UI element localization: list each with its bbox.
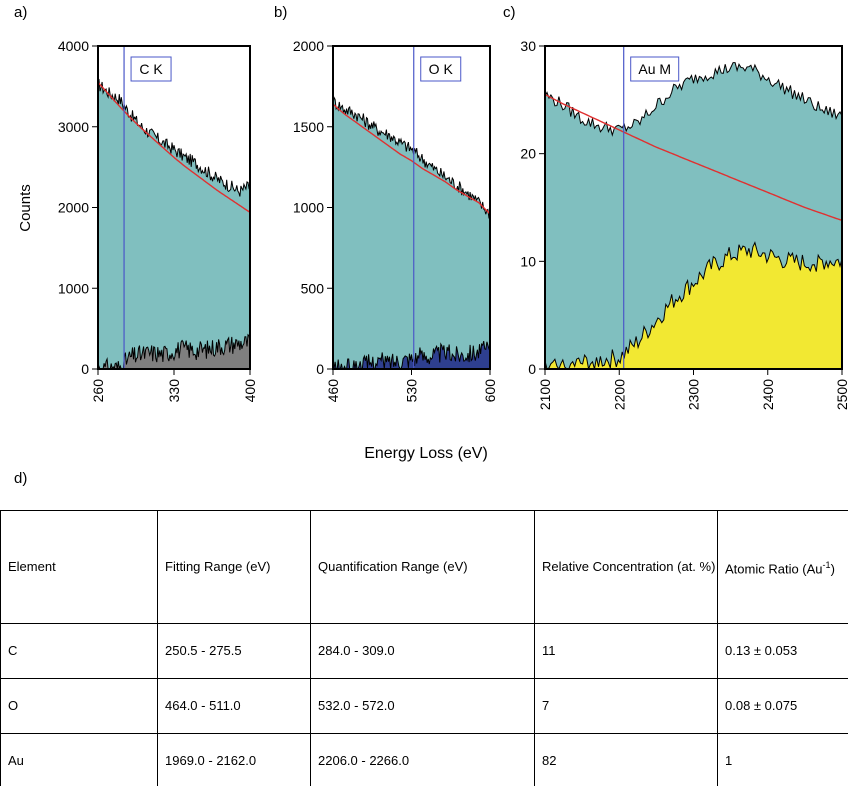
x-tick-label: 2400 (760, 379, 776, 410)
y-tick-label: 0 (81, 361, 89, 377)
fitting-range-cell: 1969.0 - 2162.0 (157, 733, 311, 786)
header-superscript: -1 (822, 559, 831, 570)
header-text: Atomic Ratio (Au (725, 561, 823, 577)
fitting-range-cell: 250.5 - 275.5 (157, 623, 311, 679)
x-tick-label: 530 (404, 379, 420, 403)
quantification-table-container: Element Fitting Range (eV) Quantificatio… (0, 510, 848, 786)
plot-area (98, 46, 250, 369)
y-tick-label: 3000 (58, 119, 89, 135)
x-tick-label: 2200 (611, 379, 627, 410)
panel-letter-d: d) (14, 470, 28, 487)
edge-label-box (420, 56, 462, 82)
chart-panel-b: O K 0 500 1000 1500 2000 460 530 600 (293, 38, 498, 402)
atomic-ratio-cell: 0.08 ± 0.075 (717, 678, 848, 734)
table-row: C 250.5 - 275.5 284.0 - 309.0 11 0.13 ± … (0, 623, 848, 679)
chart-panel-c: Au M 0 10 20 30 2100 2200 2300 2400 2500 (520, 38, 848, 410)
x-tick-label: 260 (90, 379, 106, 403)
quantification-range-cell: 2206.0 - 2266.0 (310, 733, 535, 786)
panel-letter-c: c) (503, 4, 516, 21)
measured-area (333, 97, 490, 369)
chart-panel-a: C K 0 1000 2000 3000 4000 260 330 400 (58, 38, 258, 402)
background_fit-line (333, 103, 490, 215)
edge-label-box (130, 56, 172, 82)
y-tick-label: 1000 (293, 200, 324, 216)
fitting-range-cell: 464.0 - 511.0 (157, 678, 311, 734)
edge_signal-line (333, 340, 490, 369)
y-tick-label: 0 (316, 361, 324, 377)
plot-area (545, 46, 842, 369)
quantification-table: Element Fitting Range (eV) Quantificatio… (0, 510, 848, 786)
y-tick-label: 1000 (58, 280, 89, 296)
measured-line (98, 78, 250, 197)
edge-label: O K (429, 61, 454, 77)
table-header-row: Element Fitting Range (eV) Quantificatio… (0, 510, 848, 624)
y-tick-label: 2000 (293, 38, 324, 54)
y-tick-label: 20 (520, 146, 536, 162)
table-row: Au 1969.0 - 2162.0 2206.0 - 2266.0 82 1 (0, 733, 848, 786)
element-cell: Au (0, 733, 158, 786)
concentration-cell: 82 (534, 733, 718, 786)
y-tick-label: 2000 (58, 200, 89, 216)
panel-letter-a: a) (14, 4, 28, 21)
header-cell: Element (0, 510, 158, 624)
header-cell: Fitting Range (eV) (157, 510, 311, 624)
x-tick-label: 460 (325, 379, 341, 403)
x-tick-label: 330 (166, 379, 182, 403)
edge-label: C K (139, 61, 163, 77)
x-tick-label: 2300 (686, 379, 702, 410)
atomic-ratio-cell: 0.13 ± 0.053 (717, 623, 848, 679)
atomic-ratio-cell: 1 (717, 733, 848, 786)
header-cell: Relative Concentration (at. %) (534, 510, 718, 624)
y-tick-label: 1500 (293, 119, 324, 135)
y-tick-label: 30 (520, 38, 536, 54)
x-tick-label: 2500 (834, 379, 848, 410)
element-cell: O (0, 678, 158, 734)
y-tick-label: 10 (520, 253, 536, 269)
edge_signal-line (98, 333, 250, 369)
x-tick-label: 600 (482, 379, 498, 403)
y-axis-label: Counts (17, 184, 34, 232)
panel-letter-b: b) (274, 4, 288, 21)
x-tick-label: 400 (242, 379, 258, 403)
edge_signal-area (545, 242, 842, 369)
concentration-cell: 7 (534, 678, 718, 734)
header-cell: Atomic Ratio (Au-1) (717, 510, 848, 624)
background_fit-line (98, 81, 250, 213)
background_fit-line (545, 93, 842, 222)
y-tick-label: 500 (301, 280, 325, 296)
measured-area (98, 78, 250, 369)
concentration-cell: 11 (534, 623, 718, 679)
header-cell: Quantification Range (eV) (310, 510, 535, 624)
edge-label: Au M (638, 61, 671, 77)
quantification-range-cell: 284.0 - 309.0 (310, 623, 535, 679)
edge_signal-line (545, 241, 842, 369)
header-text-end: ) (830, 561, 835, 577)
y-tick-label: 0 (528, 361, 536, 377)
edge-label-box (630, 56, 680, 82)
table-row: O 464.0 - 511.0 532.0 - 572.0 7 0.08 ± 0… (0, 678, 848, 734)
quantification-range-cell: 532.0 - 572.0 (310, 678, 535, 734)
x-tick-label: 2100 (537, 379, 553, 410)
plot-area (333, 46, 490, 369)
y-tick-label: 4000 (58, 38, 89, 54)
eels-spectra-figure: Counts Energy Loss (eV) C K0100020003000… (17, 38, 848, 462)
x-axis-label: Energy Loss (eV) (364, 445, 488, 462)
measured-line (545, 62, 842, 137)
element-cell: C (0, 623, 158, 679)
